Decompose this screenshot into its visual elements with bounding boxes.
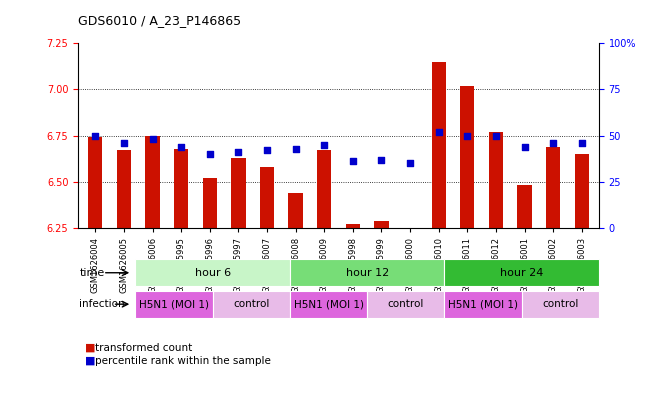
Text: transformed count: transformed count [95, 343, 192, 353]
Point [376, 156, 387, 163]
Point [176, 143, 186, 150]
Point [348, 158, 358, 165]
Text: H5N1 (MOI 1): H5N1 (MOI 1) [294, 299, 363, 309]
Bar [575, 154, 589, 228]
Bar [145, 136, 159, 228]
Text: hour 6: hour 6 [195, 268, 230, 278]
Text: ■: ■ [85, 343, 95, 353]
Point [434, 129, 444, 135]
Bar [117, 151, 131, 228]
Bar [88, 138, 102, 228]
Point [262, 147, 272, 154]
Point [204, 151, 215, 157]
Text: time: time [79, 268, 105, 278]
Text: control: control [233, 299, 270, 309]
Text: hour 12: hour 12 [346, 268, 389, 278]
Bar [202, 178, 217, 228]
Bar [374, 220, 389, 228]
Point [548, 140, 559, 146]
Point [118, 140, 129, 146]
Point [233, 149, 243, 155]
Text: ■: ■ [85, 356, 95, 366]
Point [491, 132, 501, 139]
Text: control: control [387, 299, 424, 309]
Point [577, 140, 587, 146]
Bar [460, 86, 475, 228]
Text: H5N1 (MOI 1): H5N1 (MOI 1) [448, 299, 518, 309]
Point [90, 132, 100, 139]
Bar [518, 185, 532, 228]
Point [147, 136, 158, 142]
Text: control: control [542, 299, 579, 309]
Point [519, 143, 530, 150]
Bar [231, 158, 245, 228]
Point [462, 132, 473, 139]
Text: hour 24: hour 24 [500, 268, 544, 278]
Point [405, 160, 415, 167]
Bar [489, 132, 503, 228]
Bar [174, 149, 188, 228]
Point [319, 141, 329, 148]
Bar [288, 193, 303, 228]
Bar [317, 151, 331, 228]
Text: H5N1 (MOI 1): H5N1 (MOI 1) [139, 299, 209, 309]
Text: GDS6010 / A_23_P146865: GDS6010 / A_23_P146865 [78, 15, 242, 28]
Bar [346, 224, 360, 228]
Bar [260, 167, 274, 228]
Bar [546, 147, 561, 228]
Point [290, 145, 301, 152]
Text: percentile rank within the sample: percentile rank within the sample [95, 356, 271, 366]
Text: infection: infection [79, 299, 125, 309]
Bar [432, 62, 446, 228]
